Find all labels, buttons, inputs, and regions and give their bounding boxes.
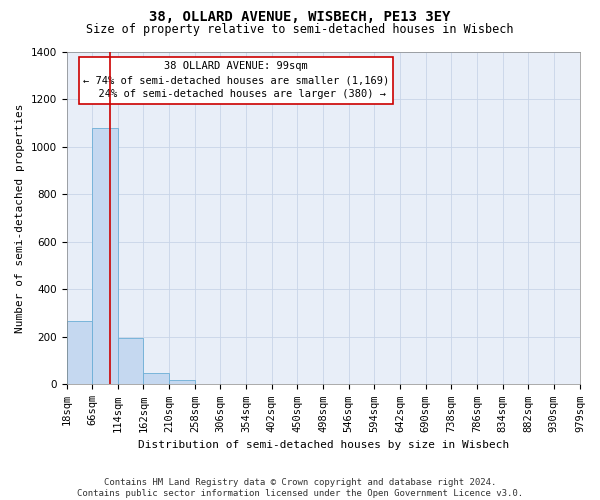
Bar [169,380,195,384]
Y-axis label: Number of semi-detached properties: Number of semi-detached properties [15,103,25,332]
X-axis label: Distribution of semi-detached houses by size in Wisbech: Distribution of semi-detached houses by … [137,440,509,450]
Text: Contains HM Land Registry data © Crown copyright and database right 2024.
Contai: Contains HM Land Registry data © Crown c… [77,478,523,498]
Text: 38, OLLARD AVENUE, WISBECH, PE13 3EY: 38, OLLARD AVENUE, WISBECH, PE13 3EY [149,10,451,24]
Bar [92,128,118,384]
Text: 38 OLLARD AVENUE: 99sqm
← 74% of semi-detached houses are smaller (1,169)
  24% : 38 OLLARD AVENUE: 99sqm ← 74% of semi-de… [83,62,389,100]
Text: Size of property relative to semi-detached houses in Wisbech: Size of property relative to semi-detach… [86,22,514,36]
Bar [143,372,169,384]
Bar [67,322,92,384]
Bar [118,338,143,384]
